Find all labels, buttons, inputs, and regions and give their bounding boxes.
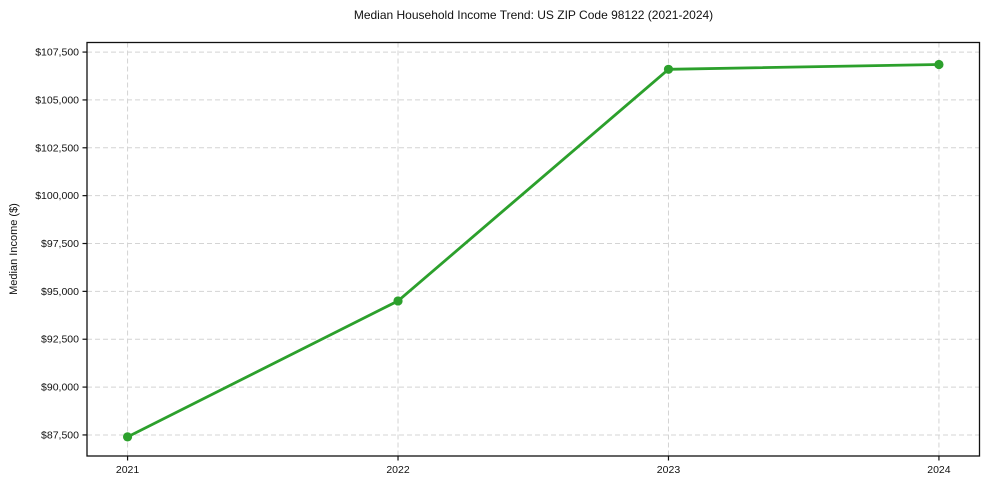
y-tick-label: $107,500 <box>35 47 79 59</box>
y-axis-label: Median Income ($) <box>8 203 20 295</box>
y-tick-label: $95,000 <box>41 286 79 298</box>
chart-title: Median Household Income Trend: US ZIP Co… <box>353 8 714 22</box>
y-tick-label: $100,000 <box>35 190 79 202</box>
data-point-marker <box>122 432 133 442</box>
y-tick-label: $90,000 <box>41 382 79 394</box>
x-tick-label: 2021 <box>116 464 140 476</box>
y-tick-label: $92,500 <box>41 334 79 346</box>
x-tick-label: 2024 <box>927 464 951 476</box>
data-point-marker <box>663 64 674 74</box>
plot-border <box>86 41 981 457</box>
data-point-marker <box>934 59 944 70</box>
x-tick-label: 2023 <box>657 464 681 476</box>
x-tick-label: 2022 <box>386 464 410 476</box>
y-tick-label: $102,500 <box>35 142 79 154</box>
y-tick-label: $87,500 <box>41 429 79 441</box>
income-trend-line <box>126 63 941 439</box>
data-point-marker <box>393 296 403 306</box>
y-tick-label: $105,000 <box>35 94 79 106</box>
y-tick-label: $97,500 <box>41 238 79 250</box>
